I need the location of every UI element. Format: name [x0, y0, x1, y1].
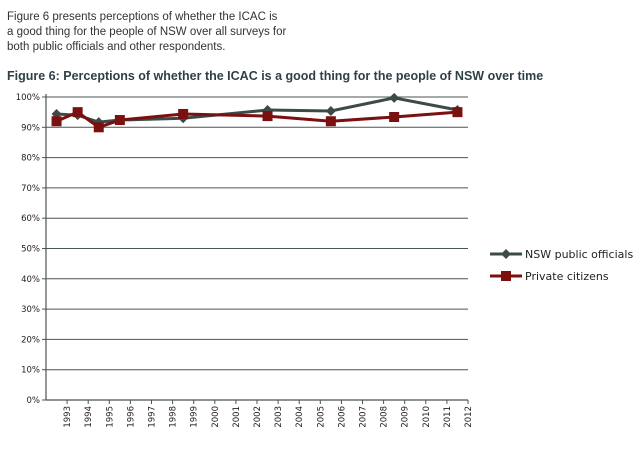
y-tick-label: 90%	[21, 123, 40, 133]
intro-line: Figure 6 presents perceptions of whether…	[7, 11, 278, 23]
legend-label: Private citizens	[525, 270, 609, 283]
x-tick-label: 2001	[232, 406, 242, 428]
data-point	[325, 105, 336, 116]
data-point	[452, 107, 463, 118]
x-tick-label: 1997	[148, 406, 158, 428]
legend-label: NSW public officials	[525, 248, 633, 261]
x-tick-label: 2010	[422, 406, 432, 428]
intro-line: both public officials and other responde…	[7, 41, 226, 53]
x-tick-label: 1993	[63, 406, 73, 428]
x-tick-label: 2002	[253, 406, 263, 428]
y-tick-label: 0%	[27, 396, 41, 406]
x-tick-label: 2000	[211, 406, 221, 428]
x-tick-label: 2003	[274, 406, 284, 428]
legend-marker	[501, 271, 511, 281]
x-tick-label: 2012	[464, 406, 474, 428]
y-tick-label: 100%	[16, 93, 40, 103]
data-point	[325, 116, 336, 127]
chart-title: Figure 6: Perceptions of whether the ICA…	[7, 69, 544, 83]
x-tick-label: 1994	[84, 406, 94, 428]
x-tick-label: 2007	[359, 406, 369, 428]
x-tick-label: 2008	[380, 406, 390, 428]
data-point	[93, 122, 104, 133]
x-tick-label: 2005	[316, 406, 326, 428]
legend-marker	[501, 249, 511, 259]
intro-line: a good thing for the people of NSW over …	[7, 26, 287, 38]
x-tick-label: 2011	[443, 406, 453, 428]
y-tick-label: 60%	[21, 214, 40, 224]
x-tick-label: 2004	[295, 406, 305, 428]
y-tick-label: 70%	[21, 184, 40, 194]
data-point	[262, 111, 273, 122]
y-tick-label: 80%	[21, 154, 40, 164]
data-point	[389, 111, 400, 122]
y-tick-label: 30%	[21, 305, 40, 315]
data-point	[389, 92, 400, 103]
x-tick-label: 1999	[190, 406, 200, 428]
data-point	[51, 116, 62, 127]
x-tick-label: 2009	[401, 406, 411, 428]
y-tick-label: 10%	[21, 366, 40, 376]
y-tick-label: 50%	[21, 245, 40, 255]
data-point	[72, 107, 83, 118]
x-tick-label: 1996	[126, 406, 136, 428]
y-tick-label: 40%	[21, 275, 40, 285]
data-point	[178, 108, 189, 119]
x-tick-label: 2006	[337, 406, 347, 428]
intro-paragraph: Figure 6 presents perceptions of whether…	[7, 10, 286, 55]
y-tick-label: 20%	[21, 335, 40, 345]
data-point	[114, 115, 125, 126]
x-tick-label: 1995	[105, 406, 115, 428]
x-tick-label: 1998	[169, 406, 179, 428]
